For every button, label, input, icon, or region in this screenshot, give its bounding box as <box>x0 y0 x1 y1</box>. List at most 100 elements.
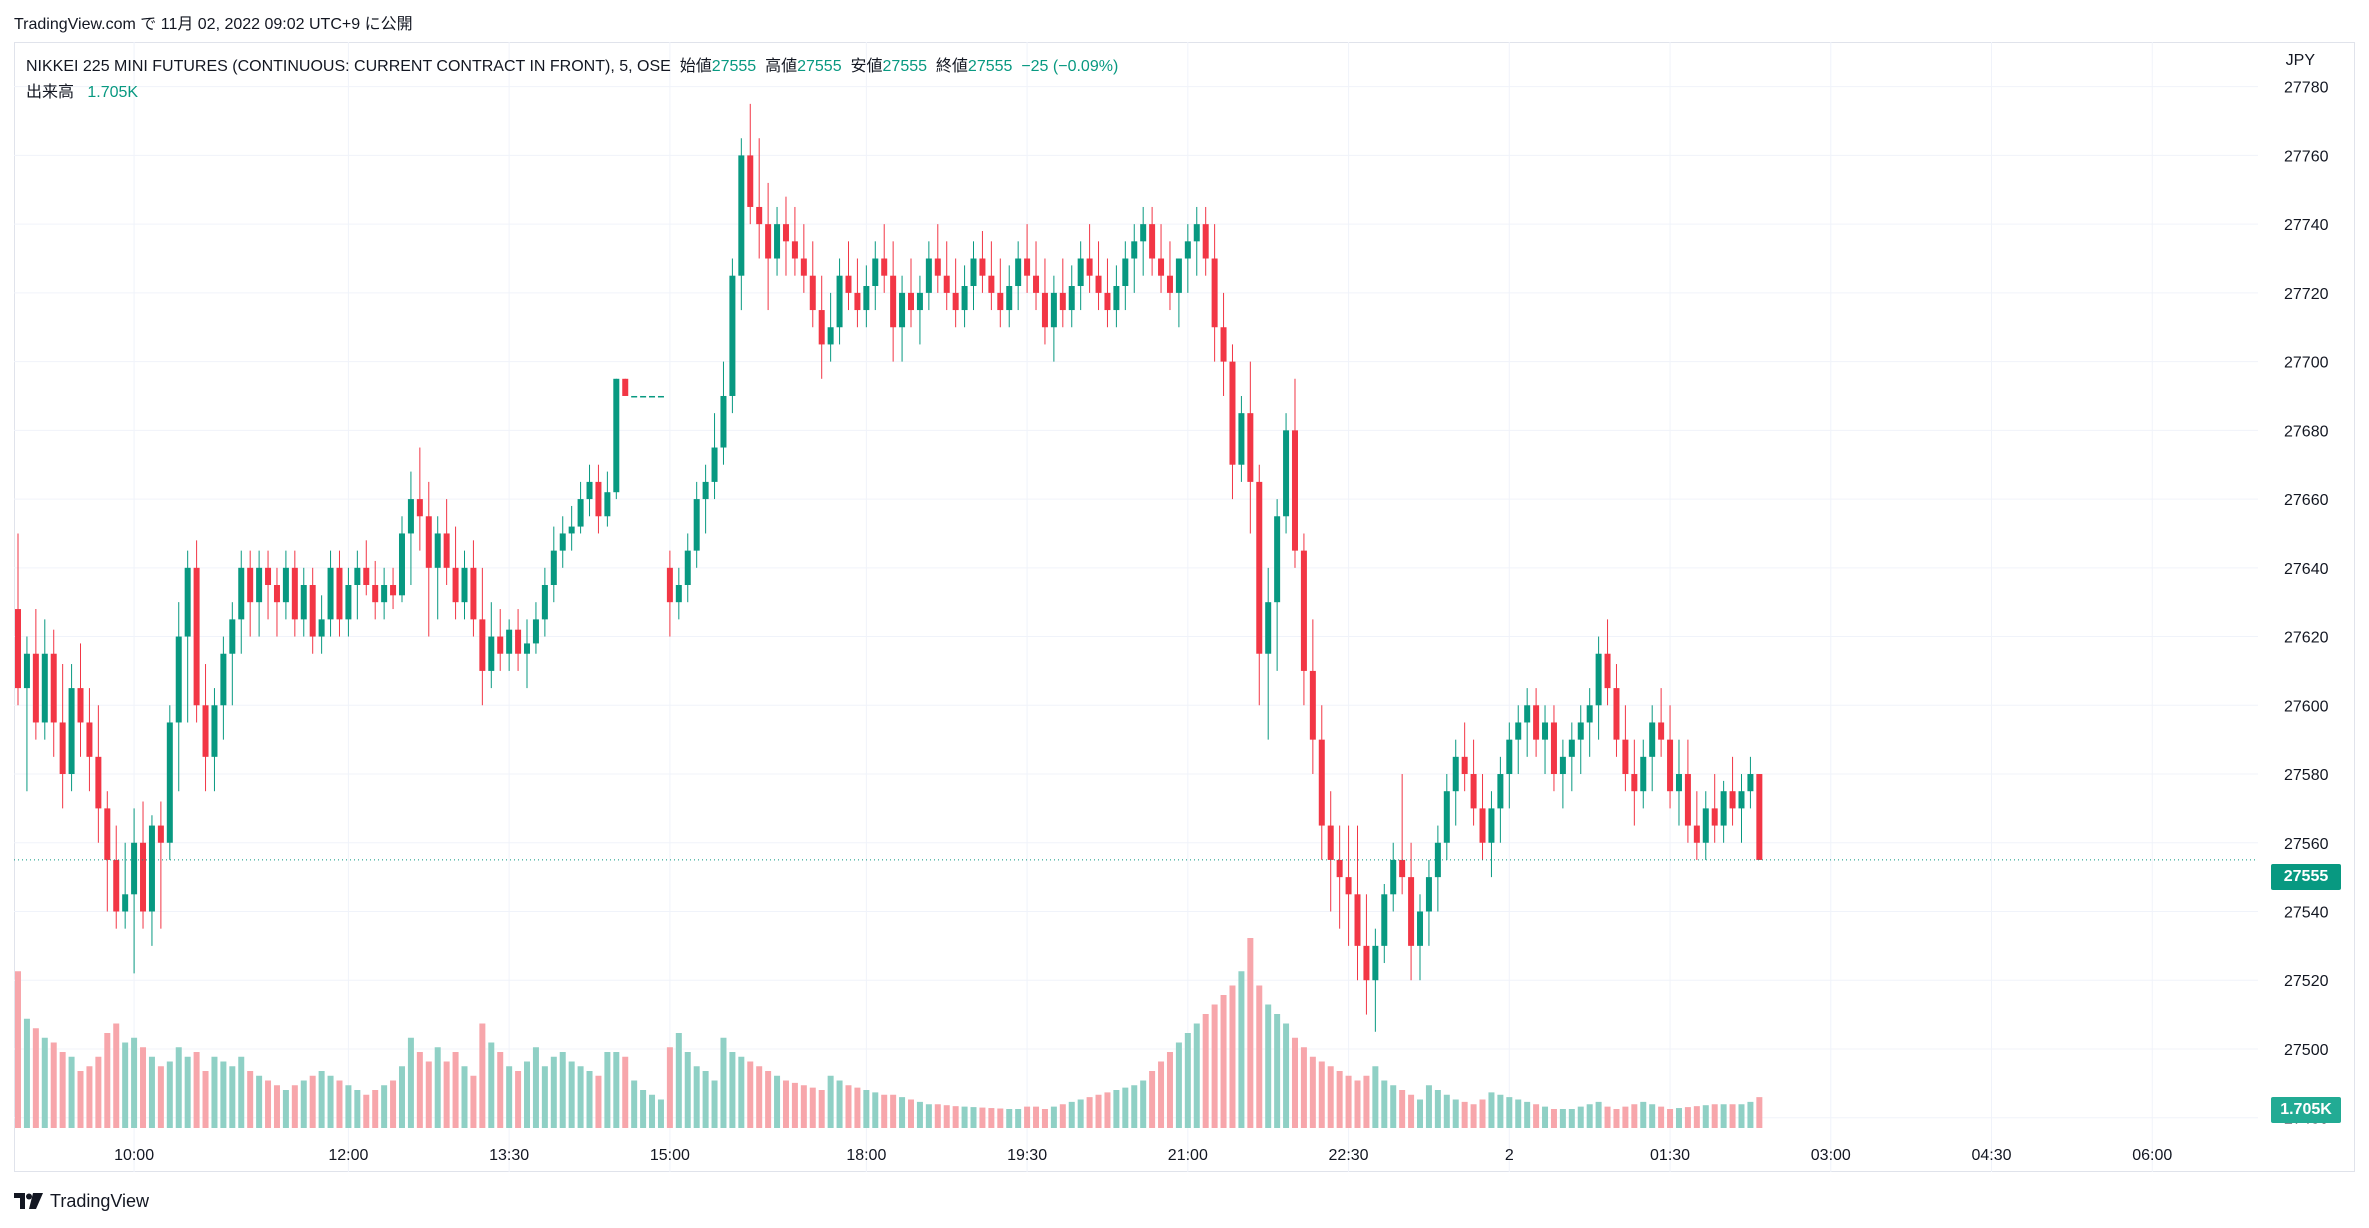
y-tick-label: 27520 <box>2284 973 2329 990</box>
candle-body <box>479 619 486 671</box>
volume-bar <box>193 1052 200 1128</box>
candle-body <box>1506 739 1513 775</box>
volume-bar <box>622 1056 629 1128</box>
y-tick-label: 27700 <box>2284 355 2329 372</box>
volume-bar <box>452 1052 459 1128</box>
currency-label[interactable]: JPY <box>2285 52 2315 69</box>
legend-volume-label: 出来高 <box>26 84 75 101</box>
volume-bar <box>300 1080 307 1128</box>
volume-bar <box>1140 1080 1147 1128</box>
candle-body <box>50 653 57 723</box>
candle-body <box>345 585 352 620</box>
volume-bar <box>515 1071 522 1128</box>
x-tick-label: 19:30 <box>1007 1147 1047 1164</box>
chart-pane[interactable] <box>14 42 2355 1172</box>
candle-body <box>1372 945 1379 981</box>
candle-body <box>809 275 816 311</box>
volume-bar <box>1256 985 1263 1128</box>
volume-bar <box>1381 1080 1388 1128</box>
candle-body <box>524 643 531 654</box>
volume-bar <box>1104 1092 1111 1128</box>
candle-body <box>1488 808 1495 843</box>
volume-bar <box>1622 1106 1629 1128</box>
volume-bar <box>765 1071 772 1128</box>
candle-body <box>1149 224 1156 259</box>
candle-body <box>381 585 388 603</box>
volume-bar <box>202 1071 209 1128</box>
time-axis[interactable]: 10:00 12:00 13:30 15:00 18:00 19:30 21:00 22:30… <box>114 1147 2172 1164</box>
volume-bar <box>1613 1109 1620 1128</box>
candle-body <box>1720 791 1727 826</box>
volume-badge: 1.705K <box>2271 1097 2341 1123</box>
volume-bar <box>747 1061 754 1128</box>
tradingview-logo[interactable]: TradingView <box>14 1188 149 1214</box>
volume-bar <box>524 1061 531 1128</box>
volume-bar <box>631 1080 638 1128</box>
volume-bar <box>32 1028 39 1128</box>
legend-volume-value: 1.705K <box>87 84 139 101</box>
candle-body <box>1559 756 1566 775</box>
candle-body <box>657 395 664 398</box>
y-tick-label: 27540 <box>2284 904 2329 921</box>
volume-bar <box>354 1090 361 1128</box>
candle-body <box>318 619 325 637</box>
candle-body <box>1702 808 1709 843</box>
candle-body <box>595 481 602 517</box>
y-tick-label: 27560 <box>2284 836 2329 853</box>
volume-bar <box>1506 1097 1513 1128</box>
volume-bar <box>1729 1104 1736 1128</box>
legend-close-label: 終値 <box>935 58 968 75</box>
candle-body <box>1658 722 1665 740</box>
candle-body <box>309 585 316 637</box>
candle-body <box>238 567 245 620</box>
candle-body <box>1613 688 1620 740</box>
candle-body <box>756 206 763 225</box>
volume-bar <box>148 1056 155 1128</box>
x-tick-label: 22:30 <box>1329 1147 1369 1164</box>
candle-body <box>836 275 843 328</box>
volume-bar <box>908 1099 914 1128</box>
candle-body <box>916 292 923 311</box>
candle-body <box>113 859 120 912</box>
candle-body <box>1747 774 1754 792</box>
volume-bar <box>470 1075 477 1128</box>
candle-body <box>1399 859 1406 878</box>
candle-body <box>1300 550 1307 671</box>
candle-body <box>1434 842 1441 878</box>
candle-body <box>1693 825 1700 843</box>
candle-body <box>1738 791 1745 809</box>
volume-bar <box>77 1071 84 1128</box>
volume-bar <box>1336 1071 1343 1128</box>
volume-bar <box>372 1090 379 1128</box>
candle-body <box>631 395 638 398</box>
volume-bar <box>1434 1090 1441 1128</box>
volume-bar <box>86 1066 93 1128</box>
y-tick-label: 27660 <box>2284 492 2329 509</box>
volume-bar <box>461 1066 468 1128</box>
volume-bar <box>407 1037 414 1128</box>
volume-bar <box>1113 1090 1120 1128</box>
candle-body <box>1586 705 1593 723</box>
volume-bar <box>1533 1104 1540 1128</box>
volume-bar <box>1247 938 1254 1128</box>
y-tick-label: 27720 <box>2284 286 2329 303</box>
volume-bar <box>1488 1092 1495 1128</box>
volume-bar <box>872 1092 879 1128</box>
volume-bar <box>1095 1094 1102 1128</box>
candle-body <box>68 688 75 775</box>
candle-body <box>1211 258 1218 328</box>
candle-body <box>675 585 682 603</box>
price-axis[interactable]: 2748027500275202754027560275802760027620… <box>2284 80 2329 1128</box>
y-tick-label: 27740 <box>2284 217 2329 234</box>
volume-bar <box>1658 1106 1665 1128</box>
volume-bar <box>59 1052 66 1128</box>
volume-bar <box>1631 1104 1638 1128</box>
volume-bar <box>1354 1080 1361 1128</box>
candle-body <box>273 585 280 603</box>
volume-bar <box>1702 1105 1709 1128</box>
candle-body <box>747 155 754 207</box>
volume-bar <box>1193 1023 1200 1128</box>
candle-body <box>532 619 539 644</box>
legend-low-value: 27555 <box>882 58 928 75</box>
